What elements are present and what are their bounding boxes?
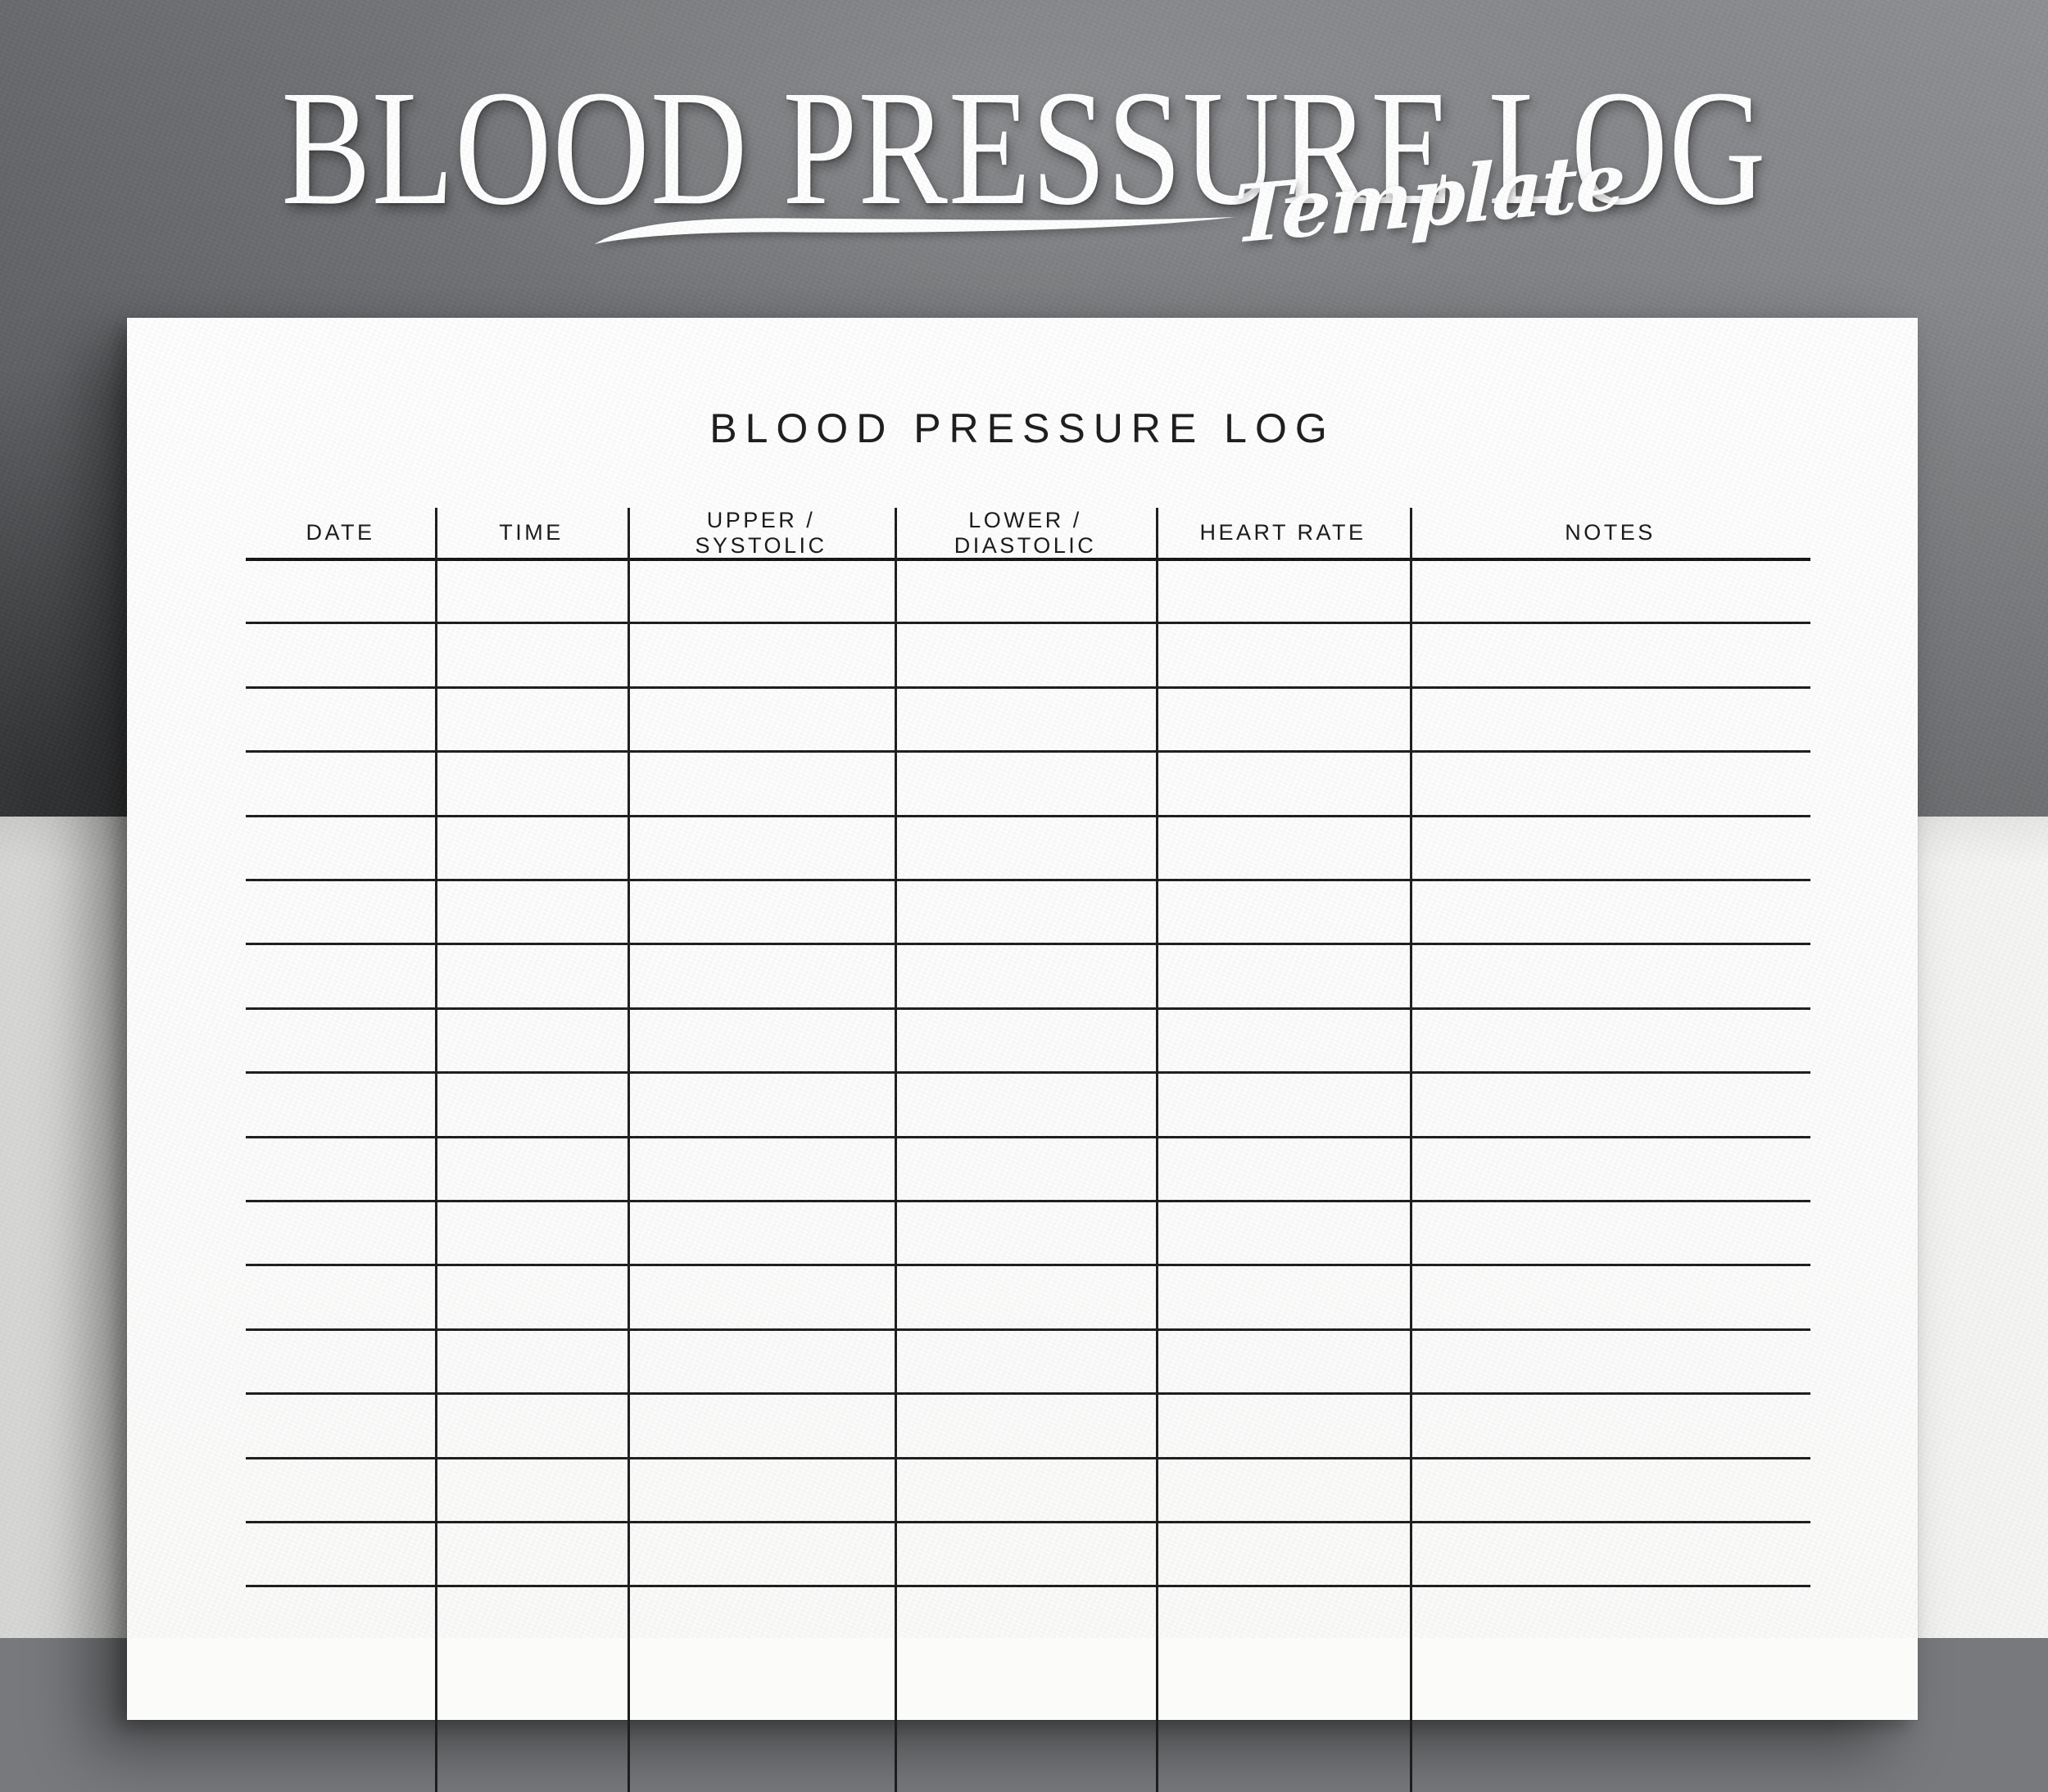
- column-divider: [895, 508, 897, 1792]
- row-line: [246, 1392, 1810, 1395]
- column-header-diastolic: LOWER / DIASTOLIC: [954, 508, 1097, 558]
- row-line: [246, 1328, 1810, 1331]
- row-line: [246, 1200, 1810, 1202]
- row-line: [246, 1071, 1810, 1074]
- log-table: DATE TIME UPPER / SYSTOLIC LOWER / DIAST…: [246, 508, 1810, 1792]
- page-heading: BLOOD PRESSURE LOG: [709, 405, 1335, 451]
- column-divider: [628, 508, 630, 1792]
- column-divider: [1410, 508, 1412, 1792]
- row-line: [246, 1136, 1810, 1138]
- column-divider: [435, 508, 437, 1792]
- log-page: BLOOD PRESSURE LOG DATE TIME UPPER / SYS…: [127, 318, 1918, 1792]
- row-line: [246, 1521, 1810, 1523]
- row-line: [246, 622, 1810, 624]
- row-line: [246, 815, 1810, 817]
- column-header-notes: NOTES: [1565, 520, 1656, 545]
- table-header-row: DATE TIME UPPER / SYSTOLIC LOWER / DIAST…: [246, 508, 1810, 558]
- banner-title: BLOOD PRESSURE LOG: [281, 57, 1767, 240]
- column-header-heart-rate: HEART RATE: [1199, 520, 1366, 545]
- row-line: [246, 1585, 1810, 1587]
- row-line: [246, 1457, 1810, 1459]
- row-line: [246, 750, 1810, 753]
- column-divider: [1156, 508, 1158, 1792]
- swoosh-underline-icon: [595, 217, 1235, 244]
- row-line: [246, 943, 1810, 945]
- column-header-systolic: UPPER / SYSTOLIC: [695, 508, 827, 558]
- row-line: [246, 1007, 1810, 1010]
- row-line: [246, 879, 1810, 881]
- row-line: [246, 686, 1810, 689]
- column-header-time: TIME: [499, 520, 564, 545]
- column-header-date: DATE: [306, 520, 375, 545]
- banner: BLOOD PRESSURE LOG Template: [0, 0, 2048, 319]
- row-line: [246, 1264, 1810, 1266]
- header-underline: [246, 558, 1810, 561]
